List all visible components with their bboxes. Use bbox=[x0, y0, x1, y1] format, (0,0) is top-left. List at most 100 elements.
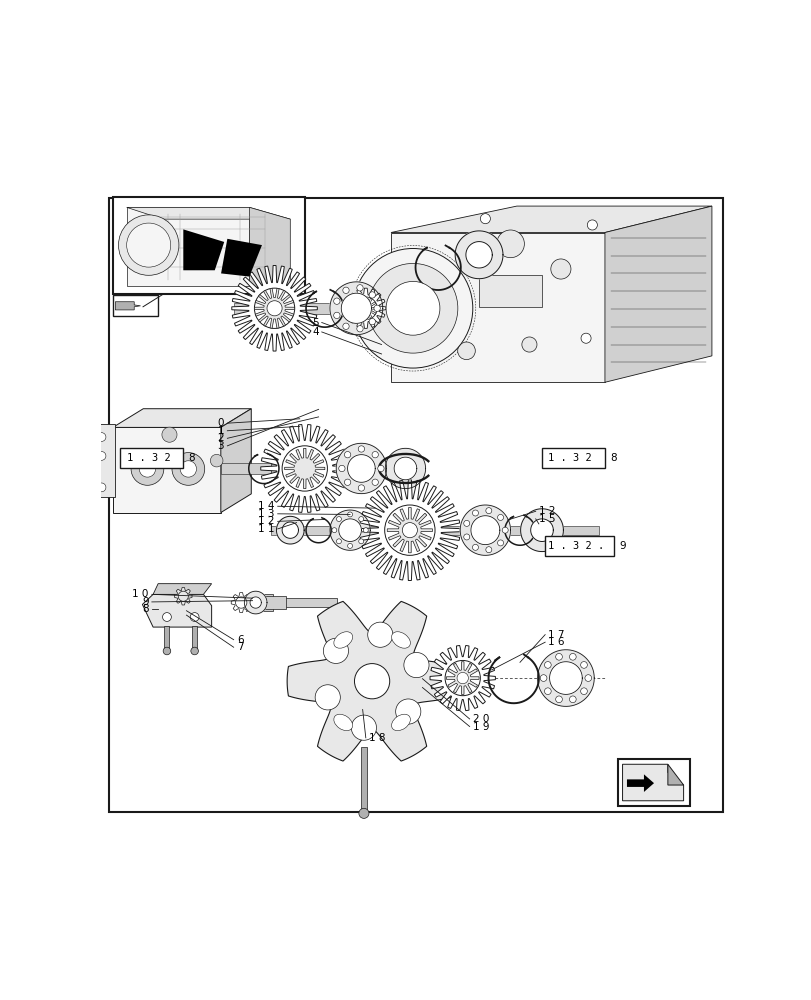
Circle shape bbox=[497, 514, 503, 520]
Circle shape bbox=[401, 523, 417, 538]
Bar bbox=[89, 424, 115, 497]
Circle shape bbox=[347, 512, 352, 517]
Polygon shape bbox=[250, 597, 261, 608]
Circle shape bbox=[281, 446, 327, 491]
Polygon shape bbox=[276, 516, 304, 544]
Circle shape bbox=[353, 248, 472, 368]
Ellipse shape bbox=[333, 632, 352, 648]
Circle shape bbox=[336, 517, 341, 522]
Text: 8: 8 bbox=[142, 604, 148, 614]
Text: 1 3: 1 3 bbox=[258, 509, 274, 519]
Polygon shape bbox=[153, 584, 212, 594]
Polygon shape bbox=[127, 207, 249, 286]
Circle shape bbox=[356, 285, 363, 291]
Polygon shape bbox=[231, 593, 251, 613]
Circle shape bbox=[235, 597, 247, 608]
Circle shape bbox=[210, 454, 223, 467]
Polygon shape bbox=[430, 645, 495, 711]
Circle shape bbox=[521, 337, 536, 352]
Text: 2: 2 bbox=[217, 433, 224, 443]
Polygon shape bbox=[460, 505, 510, 555]
Circle shape bbox=[457, 342, 474, 360]
Ellipse shape bbox=[391, 714, 410, 731]
Circle shape bbox=[472, 544, 478, 550]
Polygon shape bbox=[354, 297, 376, 320]
Bar bbox=[271, 464, 358, 473]
Text: 1 8: 1 8 bbox=[368, 733, 385, 743]
Circle shape bbox=[336, 539, 341, 544]
Circle shape bbox=[550, 259, 570, 279]
Bar bbox=[164, 626, 169, 651]
Polygon shape bbox=[385, 448, 425, 489]
Circle shape bbox=[374, 305, 380, 311]
Polygon shape bbox=[626, 774, 653, 792]
Circle shape bbox=[358, 446, 364, 452]
Polygon shape bbox=[281, 522, 298, 538]
Polygon shape bbox=[174, 588, 191, 605]
Circle shape bbox=[178, 591, 188, 601]
Polygon shape bbox=[254, 288, 294, 328]
Bar bbox=[246, 598, 337, 607]
Polygon shape bbox=[391, 233, 604, 382]
Circle shape bbox=[333, 298, 340, 304]
Circle shape bbox=[480, 214, 490, 224]
Circle shape bbox=[354, 664, 389, 699]
Polygon shape bbox=[530, 519, 552, 541]
Circle shape bbox=[485, 508, 491, 514]
Text: 9: 9 bbox=[142, 597, 148, 607]
Circle shape bbox=[369, 318, 375, 325]
Circle shape bbox=[342, 323, 349, 329]
Bar bbox=[192, 626, 197, 651]
Polygon shape bbox=[249, 207, 290, 294]
Polygon shape bbox=[455, 231, 502, 279]
Circle shape bbox=[403, 652, 428, 678]
Bar bbox=[542, 448, 604, 468]
Text: 5: 5 bbox=[311, 318, 318, 328]
Circle shape bbox=[463, 520, 469, 526]
Polygon shape bbox=[345, 288, 385, 328]
Bar bbox=[120, 448, 183, 468]
Polygon shape bbox=[622, 764, 683, 801]
Polygon shape bbox=[221, 239, 262, 277]
Bar bbox=[234, 303, 371, 314]
Polygon shape bbox=[604, 206, 711, 382]
Bar bbox=[360, 747, 367, 813]
Circle shape bbox=[127, 223, 170, 267]
Text: 1 2: 1 2 bbox=[258, 516, 274, 526]
Polygon shape bbox=[470, 516, 500, 545]
Circle shape bbox=[131, 453, 164, 485]
Circle shape bbox=[463, 534, 469, 540]
Polygon shape bbox=[183, 229, 224, 270]
Polygon shape bbox=[338, 519, 361, 541]
Polygon shape bbox=[341, 293, 371, 323]
Polygon shape bbox=[231, 266, 317, 351]
Text: 3: 3 bbox=[217, 441, 224, 451]
Text: 1 9: 1 9 bbox=[472, 722, 489, 732]
Circle shape bbox=[367, 263, 457, 353]
Circle shape bbox=[555, 653, 562, 660]
Polygon shape bbox=[244, 591, 267, 614]
Circle shape bbox=[333, 312, 340, 319]
Circle shape bbox=[497, 540, 503, 546]
Text: 8: 8 bbox=[609, 453, 616, 463]
Circle shape bbox=[163, 647, 170, 655]
Circle shape bbox=[371, 479, 378, 485]
Text: 1 6: 1 6 bbox=[547, 637, 564, 647]
Text: 1 7: 1 7 bbox=[547, 630, 564, 640]
Polygon shape bbox=[667, 764, 683, 785]
Bar bbox=[271, 526, 598, 535]
Polygon shape bbox=[287, 601, 457, 761]
Text: 0: 0 bbox=[217, 418, 224, 428]
Bar bbox=[262, 596, 285, 609]
Polygon shape bbox=[329, 282, 382, 335]
Text: 1 4: 1 4 bbox=[258, 501, 274, 511]
Circle shape bbox=[384, 505, 435, 555]
Polygon shape bbox=[393, 457, 416, 480]
Circle shape bbox=[356, 326, 363, 332]
Bar bbox=[544, 536, 614, 556]
Polygon shape bbox=[221, 409, 251, 513]
Polygon shape bbox=[285, 448, 324, 489]
Polygon shape bbox=[113, 427, 221, 513]
Polygon shape bbox=[113, 409, 251, 427]
Circle shape bbox=[254, 288, 294, 328]
